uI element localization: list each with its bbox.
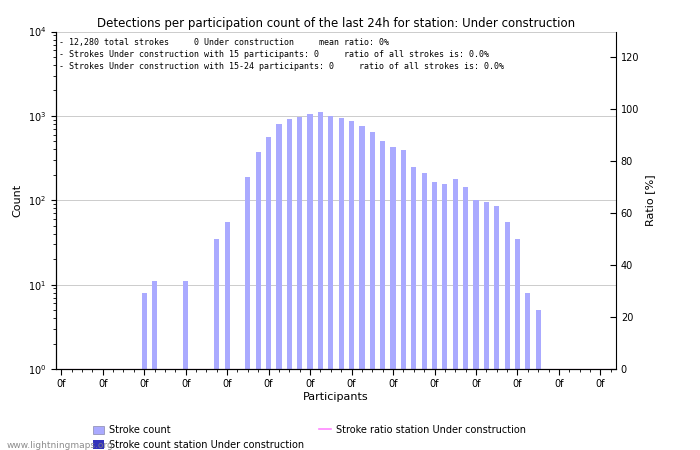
Bar bbox=[608, 369, 613, 450]
Bar bbox=[411, 166, 416, 450]
Bar bbox=[359, 126, 365, 450]
Y-axis label: Ratio [%]: Ratio [%] bbox=[645, 175, 655, 226]
Bar bbox=[598, 369, 603, 450]
Bar bbox=[111, 369, 116, 450]
Bar bbox=[567, 369, 572, 450]
Bar bbox=[391, 147, 395, 450]
Bar bbox=[225, 222, 230, 450]
Bar bbox=[380, 141, 385, 450]
Bar bbox=[463, 187, 468, 450]
X-axis label: Participants: Participants bbox=[303, 392, 369, 402]
Bar bbox=[536, 310, 541, 450]
Bar bbox=[141, 293, 147, 450]
Bar bbox=[349, 121, 354, 450]
Bar bbox=[484, 202, 489, 450]
Bar bbox=[515, 238, 520, 450]
Bar bbox=[256, 152, 261, 450]
Bar bbox=[546, 369, 551, 450]
Text: www.lightningmaps.org: www.lightningmaps.org bbox=[7, 441, 113, 450]
Bar bbox=[432, 182, 437, 450]
Y-axis label: Count: Count bbox=[12, 184, 22, 217]
Bar bbox=[328, 116, 333, 450]
Bar bbox=[266, 137, 271, 450]
Bar bbox=[235, 369, 240, 450]
Bar bbox=[370, 132, 375, 450]
Bar bbox=[494, 206, 499, 450]
Bar bbox=[505, 222, 510, 450]
Bar bbox=[525, 293, 531, 450]
Title: Detections per participation count of the last 24h for station: Under constructi: Detections per participation count of th… bbox=[97, 18, 575, 30]
Bar bbox=[79, 369, 85, 450]
Bar bbox=[276, 124, 281, 450]
Bar bbox=[245, 177, 251, 450]
Bar bbox=[193, 369, 199, 450]
Bar bbox=[173, 369, 178, 450]
Bar bbox=[587, 369, 593, 450]
Bar bbox=[339, 118, 344, 450]
Bar bbox=[442, 184, 447, 450]
Bar bbox=[69, 369, 74, 450]
Bar bbox=[401, 150, 406, 450]
Bar bbox=[577, 369, 582, 450]
Bar bbox=[297, 117, 302, 450]
Legend: Stroke count, Stroke count station Under construction, Stroke ratio station Unde: Stroke count, Stroke count station Under… bbox=[89, 421, 529, 450]
Bar bbox=[307, 114, 313, 450]
Bar bbox=[556, 369, 561, 450]
Bar bbox=[421, 173, 427, 450]
Bar bbox=[59, 369, 64, 450]
Bar bbox=[318, 112, 323, 450]
Bar bbox=[152, 281, 157, 450]
Bar bbox=[473, 200, 479, 450]
Bar bbox=[453, 179, 458, 450]
Bar bbox=[214, 238, 219, 450]
Bar bbox=[131, 369, 136, 450]
Bar bbox=[121, 369, 126, 450]
Bar bbox=[204, 369, 209, 450]
Bar bbox=[90, 369, 95, 450]
Bar bbox=[162, 369, 167, 450]
Bar bbox=[100, 369, 105, 450]
Bar bbox=[287, 118, 292, 450]
Text: - 12,280 total strokes     0 Under construction     mean ratio: 0%
- Strokes Und: - 12,280 total strokes 0 Under construct… bbox=[59, 38, 504, 71]
Bar bbox=[183, 281, 188, 450]
